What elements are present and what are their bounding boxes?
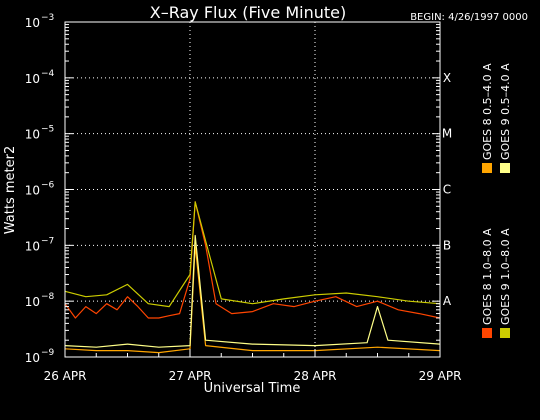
legend-entry: GOES 9 1.0–8.0 A bbox=[499, 228, 512, 325]
series-line bbox=[64, 201, 441, 308]
y-tick-exponent: −8 bbox=[41, 292, 55, 302]
gridlines bbox=[65, 22, 440, 357]
y-tick-exponent: −5 bbox=[41, 125, 54, 135]
x-tick-label: 27 APR bbox=[169, 369, 212, 383]
y-tick-label: 10 bbox=[25, 351, 40, 365]
legend-swatch bbox=[500, 163, 510, 173]
x-tick-label: 29 APR bbox=[419, 369, 462, 383]
begin-label: BEGIN: 4/26/1997 0000 bbox=[410, 12, 528, 23]
legend-entry: GOES 8 1.0–8.0 A bbox=[481, 228, 494, 325]
series-line bbox=[64, 234, 441, 348]
y-tick-label: 10 bbox=[25, 295, 40, 309]
legend-swatch bbox=[500, 328, 510, 338]
legend-entry: GOES 9 0.5–4.0 A bbox=[499, 63, 512, 160]
series-line bbox=[64, 201, 441, 319]
y-tick-label: 10 bbox=[25, 16, 40, 30]
flare-class-label: M bbox=[442, 127, 452, 141]
flare-class-label: A bbox=[443, 294, 452, 308]
y-tick-label: 10 bbox=[25, 128, 40, 142]
flare-class-label: B bbox=[443, 238, 451, 252]
y-tick-exponent: −4 bbox=[41, 69, 55, 79]
y-tick-label: 10 bbox=[25, 184, 40, 198]
y-tick-exponent: −3 bbox=[41, 13, 54, 23]
y-tick-label: 10 bbox=[25, 72, 40, 86]
x-tick-label: 28 APR bbox=[294, 369, 337, 383]
x-axis-label: Universal Time bbox=[204, 381, 301, 396]
y-tick-label: 10 bbox=[25, 239, 40, 253]
y-tick-exponent: −6 bbox=[41, 181, 55, 191]
chart-title: X–Ray Flux (Five Minute) bbox=[150, 3, 346, 22]
y-axis-label: Watts meter2 bbox=[3, 146, 18, 234]
axis-ticks: 10−910−810−710−610−510−410 −326 APR 27 APR… bbox=[25, 13, 462, 383]
legend-swatch bbox=[482, 328, 492, 338]
legend-swatch bbox=[482, 163, 492, 173]
flare-class-label: C bbox=[443, 183, 451, 197]
series-layer bbox=[64, 201, 441, 354]
series-line bbox=[64, 244, 441, 354]
legend: GOES 8 1.0–8.0 A GOES 8 0.5–4.0 A GOES 9 1… bbox=[481, 63, 512, 338]
flare-class-label: X bbox=[443, 71, 451, 85]
y-tick-exponent: −9 bbox=[41, 348, 55, 358]
y-tick-exponent: −7 bbox=[41, 236, 54, 246]
x-tick-label: 26 APR bbox=[44, 369, 87, 383]
legend-entry: GOES 8 0.5–4.0 A bbox=[481, 63, 494, 160]
